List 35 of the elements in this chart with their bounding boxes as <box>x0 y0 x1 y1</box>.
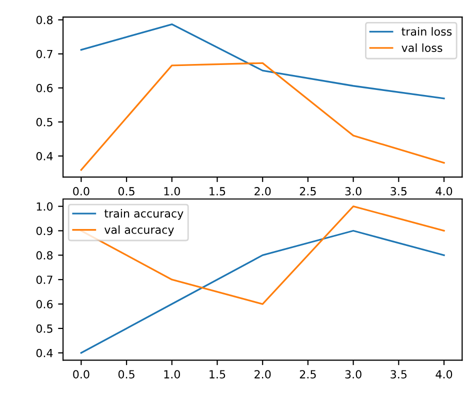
x-tick-label: 1.5 <box>210 370 226 379</box>
legend-label: val loss <box>402 43 442 52</box>
x-tick-label: 3.5 <box>390 187 407 196</box>
legend-label: val accuracy <box>104 225 174 236</box>
x-tick-label: 0.0 <box>73 187 90 196</box>
y-tick-label: 1.0 <box>36 202 53 211</box>
y-tick-label: 0.5 <box>36 118 52 126</box>
legend-label: train accuracy <box>104 209 184 220</box>
y-tick-label: 0.6 <box>36 300 53 308</box>
y-tick-label: 0.7 <box>36 50 52 58</box>
x-tick-label: 4.0 <box>436 187 452 196</box>
y-tick-label: 0.6 <box>36 84 53 92</box>
legend-label: train loss <box>402 27 452 36</box>
y-tick-label: 0.4 <box>36 348 53 358</box>
x-tick-label: 1.5 <box>210 187 226 196</box>
x-tick-label: 3.0 <box>345 370 362 379</box>
y-tick-label: 0.9 <box>36 226 53 236</box>
x-tick-label: 0.5 <box>118 187 134 196</box>
y-tick-label: 0.8 <box>36 251 53 260</box>
y-tick-label: 0.7 <box>36 276 52 284</box>
y-tick-label: 0.5 <box>36 324 52 333</box>
x-tick-label: 3.5 <box>390 370 407 379</box>
x-tick-label: 2.0 <box>254 187 271 196</box>
x-tick-label: 4.0 <box>436 370 452 379</box>
x-tick-label: 1.0 <box>164 187 180 196</box>
x-tick-label: 2.5 <box>300 187 316 196</box>
line-series <box>80 62 445 171</box>
x-tick-label: 3.0 <box>345 187 362 196</box>
x-tick-label: 2.5 <box>300 370 316 379</box>
x-tick-label: 1.0 <box>164 370 180 379</box>
y-tick-label: 0.4 <box>36 152 53 160</box>
x-tick-label: 0.0 <box>73 370 90 379</box>
x-tick-label: 0.5 <box>118 370 134 379</box>
x-tick-label: 2.0 <box>254 370 271 379</box>
y-tick-label: 0.8 <box>36 16 53 24</box>
